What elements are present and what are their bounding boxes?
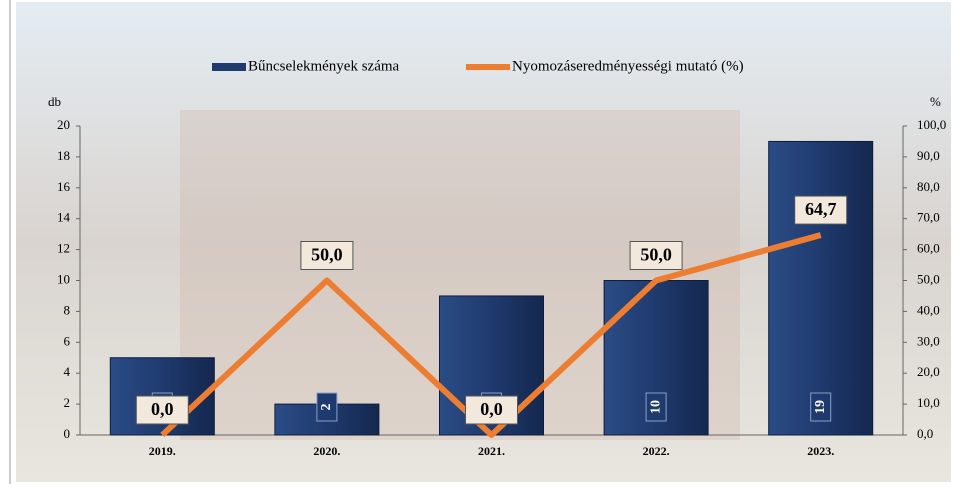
y2-tick-label: 70,0 [917, 210, 940, 225]
value-label: 50,0 [311, 245, 343, 265]
value-label: 50,0 [640, 245, 672, 265]
y-axis-title: db [48, 94, 61, 109]
legend-label: Bűncselekmények száma [248, 58, 400, 74]
y2-tick-label: 30,0 [917, 333, 940, 348]
y-tick-label: 20 [57, 117, 70, 132]
y-tick-label: 2 [64, 395, 71, 410]
y2-tick-label: 100,0 [917, 117, 946, 132]
value-label: 64,7 [805, 199, 837, 219]
y2-tick-label: 10,0 [917, 395, 940, 410]
x-tick-label: 2022. [643, 444, 670, 458]
legend-label: Nyomozáseredményességi mutató (%) [512, 58, 744, 74]
y2-tick-label: 20,0 [917, 364, 940, 379]
y-tick-label: 12 [57, 241, 70, 256]
y2-tick-label: 60,0 [917, 241, 940, 256]
bar-label: 10 [648, 400, 663, 414]
y2-tick-label: 40,0 [917, 302, 940, 317]
x-tick-label: 2021. [478, 444, 505, 458]
value-label: 0,0 [480, 399, 503, 419]
y-tick-label: 14 [57, 210, 71, 225]
y-tick-label: 10 [57, 271, 70, 286]
x-tick-label: 2023. [807, 444, 834, 458]
y2-tick-label: 0,0 [917, 426, 933, 441]
y-tick-label: 18 [57, 148, 70, 163]
x-tick-label: 2019. [149, 444, 176, 458]
y2-tick-label: 50,0 [917, 271, 940, 286]
bar [769, 141, 873, 435]
value-label: 0,0 [151, 399, 174, 419]
y-tick-label: 6 [64, 333, 71, 348]
y-tick-label: 8 [64, 302, 71, 317]
y-tick-label: 4 [64, 364, 71, 379]
y2-tick-label: 80,0 [917, 179, 940, 194]
y2-axis-title: % [930, 94, 941, 109]
y-tick-label: 0 [64, 426, 71, 441]
bar-label: 19 [813, 400, 828, 414]
chart: db % 024681012141618200,010,020,030,040,… [0, 0, 953, 484]
y2-tick-label: 90,0 [917, 148, 940, 163]
legend-swatch [212, 63, 246, 71]
y-tick-label: 16 [57, 179, 71, 194]
x-tick-label: 2020. [313, 444, 340, 458]
bar-label: 2 [319, 404, 334, 411]
